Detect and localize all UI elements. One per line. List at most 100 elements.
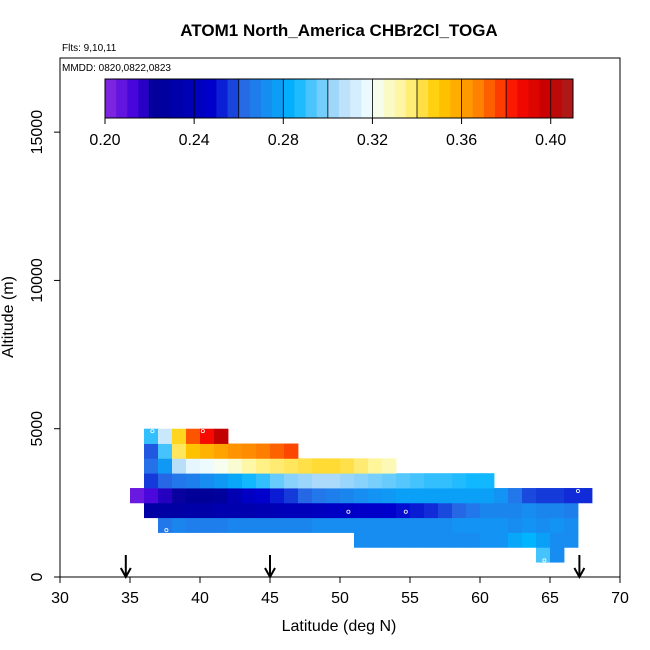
heatmap-cell — [382, 532, 397, 548]
colorbar-swatch — [171, 79, 184, 118]
heatmap-cell — [242, 517, 257, 533]
heatmap-cell — [256, 502, 271, 519]
heatmap-cell — [298, 502, 313, 519]
colorbar-tick-label: 0.32 — [357, 132, 388, 149]
heatmap-cell — [382, 517, 397, 533]
colorbar-swatch — [339, 79, 351, 118]
heatmap-cell — [410, 502, 425, 519]
heatmap-cell — [172, 517, 187, 533]
heatmap-cell — [382, 473, 397, 489]
heatmap-cell — [396, 532, 411, 548]
heatmap-cell — [270, 473, 285, 489]
heatmap-cell — [452, 473, 467, 489]
colorbar-swatch — [249, 79, 262, 118]
heatmap-cell — [494, 488, 509, 504]
heatmap-cell — [564, 502, 579, 519]
y-tick-label: 0 — [29, 572, 46, 581]
heatmap-cell — [312, 502, 327, 519]
heatmap-cell — [480, 473, 495, 489]
heatmap-cell — [200, 502, 215, 519]
heatmap-cell — [200, 473, 215, 489]
heatmap-cell — [354, 532, 369, 548]
colorbar-swatch — [383, 79, 396, 118]
heatmap-cell — [298, 458, 313, 474]
heatmap-cell — [550, 547, 565, 563]
heatmap-cell — [536, 517, 551, 533]
heatmap-cell — [214, 473, 229, 489]
heatmap-cell — [368, 532, 383, 548]
x-axis-label: Latitude (deg N) — [282, 618, 397, 635]
colorbar-swatch — [316, 79, 329, 118]
heatmap-cell — [200, 488, 215, 504]
heatmap-cell — [354, 502, 369, 519]
heatmap-cell — [508, 502, 523, 519]
colorbar-swatch — [394, 79, 407, 118]
x-tick-label: 55 — [401, 590, 419, 607]
heatmap-cell — [354, 517, 369, 533]
heatmap-cell — [284, 517, 299, 533]
heatmap-cell — [144, 458, 159, 474]
x-tick-label: 70 — [611, 590, 629, 607]
heatmap-cell — [424, 488, 439, 504]
heatmap-cell — [522, 517, 537, 533]
colorbar-swatch — [506, 79, 518, 118]
heatmap-cell — [270, 502, 285, 519]
colorbar-tick-label: 0.24 — [179, 132, 210, 149]
heatmap-cell — [368, 473, 383, 489]
heatmap-cell — [368, 458, 383, 474]
colorbar-swatch — [294, 79, 307, 118]
y-tick-label: 5000 — [29, 411, 46, 447]
heatmap-cell — [550, 488, 565, 504]
flights-label: Flts: 9,10,11 — [62, 43, 117, 54]
heatmap-cell — [284, 502, 299, 519]
colorbar-swatch — [539, 79, 552, 118]
heatmap-cell — [186, 428, 201, 444]
heatmap-cell — [438, 502, 453, 519]
colorbar-swatch — [138, 79, 151, 118]
mmdd-label: MMDD: 0820,0822,0823 — [62, 63, 171, 74]
colorbar-tick-label: 0.40 — [535, 132, 566, 149]
heatmap-cell — [284, 443, 299, 459]
colorbar-swatches — [105, 79, 574, 118]
x-tick-label: 35 — [121, 590, 139, 607]
heatmap-cell — [340, 473, 355, 489]
colorbar-tick-label: 0.20 — [89, 132, 120, 149]
heatmap-cell — [480, 517, 495, 533]
heatmap-cell — [214, 488, 229, 504]
heatmap-cell — [284, 473, 299, 489]
colorbar-swatch — [450, 79, 463, 118]
heatmap-cell — [172, 443, 187, 459]
heatmap-cell — [410, 473, 425, 489]
heatmap-cell — [564, 517, 579, 533]
colorbar-swatch — [105, 79, 117, 118]
heatmap-cell — [354, 473, 369, 489]
heatmap-cells — [130, 428, 593, 563]
heatmap-cell — [130, 488, 145, 504]
heatmap-cell — [410, 488, 425, 504]
heatmap-cell — [354, 488, 369, 504]
heatmap-cell — [242, 458, 257, 474]
heatmap-cell — [466, 473, 481, 489]
colorbar-swatch — [149, 79, 162, 118]
colorbar: 0.20 0.24 0.28 0.32 0.36 0.40 — [89, 78, 574, 149]
heatmap-cell — [396, 502, 411, 519]
heatmap-cell — [186, 488, 201, 504]
heatmap-cell — [242, 473, 257, 489]
heatmap-cell — [284, 458, 299, 474]
heatmap-cell — [550, 532, 565, 548]
colorbar-swatch — [350, 79, 362, 118]
heatmap-cell — [172, 502, 187, 519]
heatmap-cell — [368, 517, 383, 533]
heatmap-cell — [536, 502, 551, 519]
heatmap-cell — [158, 428, 173, 444]
heatmap-cell — [200, 443, 215, 459]
heatmap-cell — [214, 443, 229, 459]
colorbar-tick-label: 0.36 — [446, 132, 477, 149]
heatmap-cell — [424, 532, 439, 548]
heatmap-cell — [522, 532, 537, 548]
heatmap-cell — [382, 502, 397, 519]
heatmap-cell — [186, 502, 201, 519]
heatmap-cell — [578, 488, 593, 504]
heatmap-cell — [396, 517, 411, 533]
heatmap-cell — [340, 458, 355, 474]
